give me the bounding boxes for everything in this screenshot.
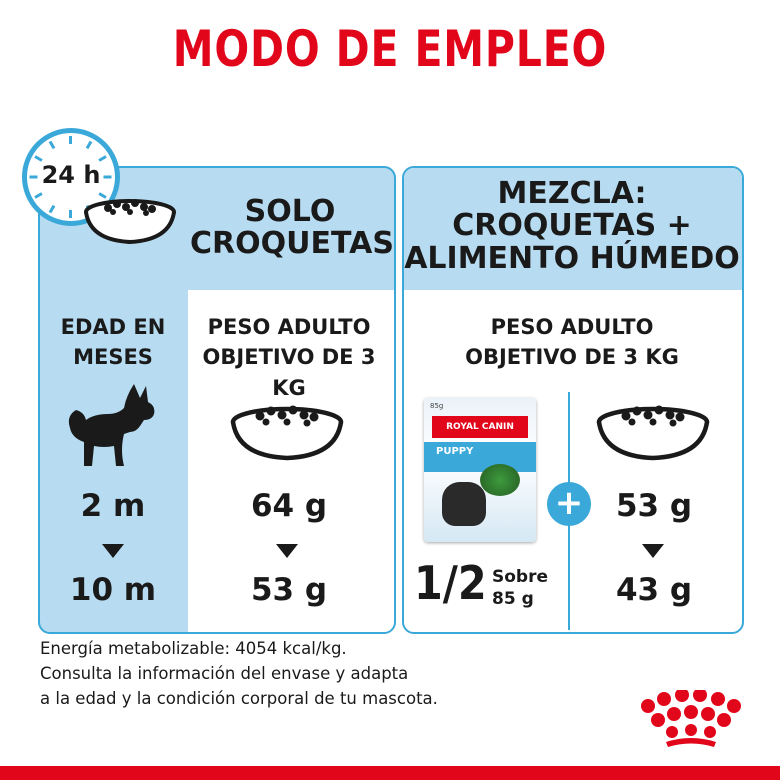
- wet-food-pouch-icon: 85g ROYAL CANIN PUPPY: [424, 398, 536, 542]
- mixed-heading-background: [404, 168, 742, 290]
- mixed-dry-amount-start: 53 g: [615, 488, 693, 524]
- clock-label: 24 h: [41, 161, 101, 189]
- pouch-size: 85g: [430, 402, 444, 410]
- pouch-unit: Sobre 85 g: [492, 567, 549, 609]
- food-bowl-icon: [230, 405, 344, 461]
- mixed-feeding-panel: [402, 166, 744, 634]
- mixed-weight-heading: PESO ADULTO OBJETIVO DE 3 KG: [465, 315, 679, 370]
- pouch-brand: ROYAL CANIN: [432, 416, 528, 438]
- royal-canin-crown-logo: [641, 690, 741, 747]
- footer-notes: Energía metabolizable: 4054 kcal/kg. Con…: [40, 636, 438, 711]
- dog-silhouette-icon: [68, 384, 155, 466]
- mixed-dry-amount-end: 43 g: [615, 572, 693, 608]
- arrow-down-icon: [276, 544, 298, 558]
- footer-line: a la edad y la condición corporal de tu …: [40, 689, 438, 708]
- dry-only-panel: [38, 166, 396, 634]
- plus-icon: +: [547, 482, 591, 526]
- dry-amount-end: 53 g: [250, 572, 328, 608]
- arrow-down-icon: [642, 544, 664, 558]
- food-bowl-icon: [596, 405, 710, 461]
- pouch-variant: PUPPY: [436, 446, 474, 457]
- food-bowl-icon: [84, 199, 176, 245]
- bottom-brand-bar: [0, 766, 780, 780]
- dry-amount-start: 64 g: [250, 488, 328, 524]
- dry-only-heading: SOLO CROQUETAS: [190, 194, 394, 262]
- age-column-heading: EDAD EN MESES: [60, 315, 166, 370]
- page-title: MODO DE EMPLEO: [172, 20, 608, 78]
- dry-weight-heading: PESO ADULTO OBJETIVO DE 3 KG: [202, 315, 376, 400]
- pouch-fraction: 1/2: [414, 556, 487, 610]
- weight-column-background: [188, 290, 394, 632]
- mixed-heading: MEZCLA: CROQUETAS + ALIMENTO HÚMEDO: [404, 176, 740, 276]
- age-start: 2 m: [80, 488, 146, 524]
- footer-line: Consulta la información del envase y ada…: [40, 664, 409, 683]
- footer-line: Energía metabolizable: 4054 kcal/kg.: [40, 639, 347, 658]
- arrow-down-icon: [102, 544, 124, 558]
- age-end: 10 m: [69, 572, 157, 608]
